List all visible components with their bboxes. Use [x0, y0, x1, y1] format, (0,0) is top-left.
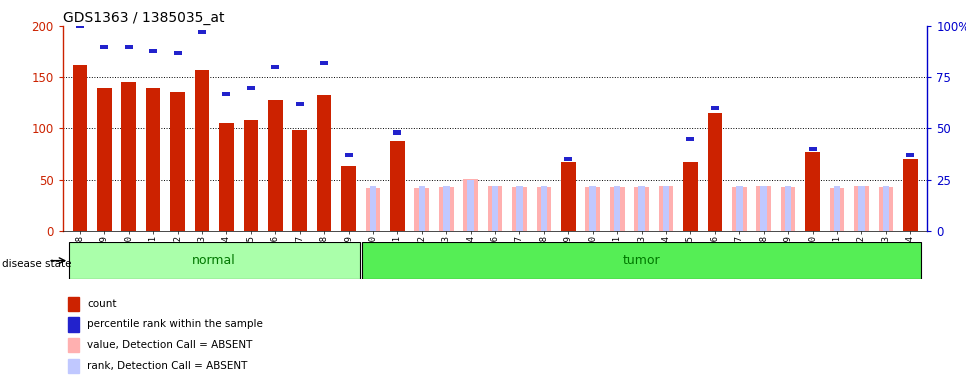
- Bar: [906, 153, 914, 157]
- Bar: [492, 186, 498, 231]
- Bar: [170, 92, 185, 231]
- Bar: [296, 102, 303, 106]
- Bar: [72, 65, 87, 231]
- Bar: [663, 186, 669, 231]
- Bar: [219, 123, 234, 231]
- Bar: [613, 186, 620, 231]
- Bar: [784, 186, 791, 231]
- Bar: [222, 92, 231, 96]
- Bar: [320, 61, 328, 65]
- Bar: [125, 45, 132, 49]
- Bar: [345, 153, 353, 157]
- Bar: [806, 152, 820, 231]
- Bar: [271, 65, 279, 69]
- Bar: [100, 45, 108, 49]
- Bar: [809, 147, 816, 151]
- Bar: [439, 187, 454, 231]
- Bar: [464, 178, 478, 231]
- Bar: [561, 162, 576, 231]
- Bar: [443, 186, 449, 231]
- Bar: [659, 186, 673, 231]
- Bar: [76, 24, 84, 28]
- Bar: [781, 187, 795, 231]
- Bar: [122, 82, 136, 231]
- Bar: [541, 186, 547, 231]
- Bar: [243, 120, 258, 231]
- Bar: [488, 186, 502, 231]
- Bar: [639, 186, 645, 231]
- Bar: [732, 187, 747, 231]
- Text: normal: normal: [192, 254, 236, 267]
- Bar: [589, 186, 596, 231]
- Bar: [903, 159, 918, 231]
- Bar: [883, 186, 889, 231]
- Bar: [146, 88, 160, 231]
- Bar: [268, 100, 283, 231]
- Bar: [512, 187, 526, 231]
- Bar: [362, 242, 922, 279]
- Bar: [317, 95, 331, 231]
- Bar: [756, 186, 771, 231]
- Bar: [293, 130, 307, 231]
- Bar: [149, 49, 157, 53]
- Bar: [564, 157, 573, 161]
- Bar: [393, 130, 402, 135]
- Bar: [97, 88, 112, 231]
- Bar: [370, 186, 377, 231]
- Text: percentile rank within the sample: percentile rank within the sample: [87, 320, 263, 329]
- Bar: [610, 187, 624, 231]
- Bar: [198, 30, 206, 34]
- Bar: [247, 86, 255, 90]
- Text: value, Detection Call = ABSENT: value, Detection Call = ABSENT: [87, 340, 252, 350]
- Bar: [174, 51, 182, 55]
- Bar: [536, 187, 552, 231]
- Bar: [414, 188, 429, 231]
- Bar: [516, 186, 523, 231]
- Text: tumor: tumor: [623, 254, 661, 267]
- Text: GDS1363 / 1385035_at: GDS1363 / 1385035_at: [63, 11, 224, 25]
- Text: rank, Detection Call = ABSENT: rank, Detection Call = ABSENT: [87, 361, 247, 370]
- Bar: [683, 162, 697, 231]
- Bar: [585, 187, 600, 231]
- Bar: [418, 186, 425, 231]
- Bar: [830, 188, 844, 231]
- Bar: [635, 187, 649, 231]
- Text: disease state: disease state: [2, 260, 71, 269]
- Bar: [341, 166, 355, 231]
- Bar: [854, 186, 868, 231]
- Bar: [858, 186, 865, 231]
- Bar: [468, 180, 474, 231]
- Bar: [687, 136, 695, 141]
- Bar: [834, 186, 840, 231]
- Bar: [69, 242, 359, 279]
- Bar: [707, 113, 723, 231]
- Bar: [736, 186, 743, 231]
- Bar: [366, 188, 381, 231]
- Bar: [390, 141, 405, 231]
- Bar: [760, 186, 767, 231]
- Bar: [195, 70, 210, 231]
- Bar: [878, 187, 894, 231]
- Bar: [711, 106, 719, 110]
- Text: count: count: [87, 299, 117, 309]
